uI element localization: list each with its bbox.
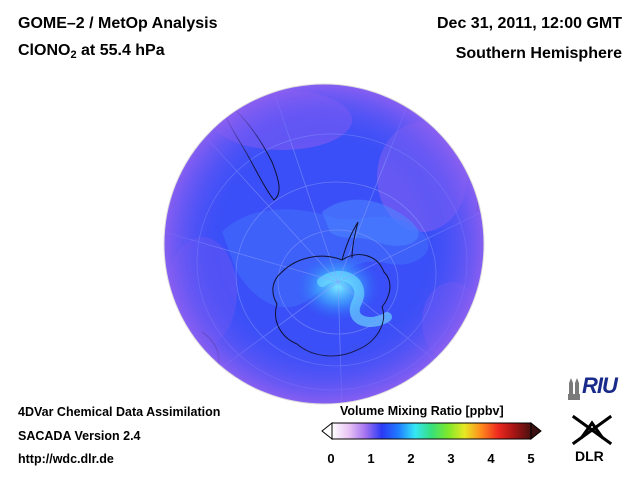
colorbar-tick-label: 2 xyxy=(407,451,415,466)
colorbar-tick-label: 0 xyxy=(327,451,335,466)
footer-url[interactable]: http://wdc.dlr.de xyxy=(18,452,114,466)
globe-outline xyxy=(163,83,485,405)
colorbar-tick-label: 3 xyxy=(447,451,455,466)
dlr-logo-text: DLR xyxy=(575,448,604,464)
colorbar-tick-label: 1 xyxy=(367,451,375,466)
dlr-logo: DLR xyxy=(566,413,618,465)
title-instrument: GOME–2 / MetOp Analysis xyxy=(18,15,218,32)
species-level: at 55.4 hPa xyxy=(76,42,165,59)
hemisphere-label: Southern Hemisphere xyxy=(455,45,622,62)
footer-version: SACADA Version 2.4 xyxy=(18,429,141,443)
colorbar xyxy=(321,421,542,441)
colorbar-body xyxy=(331,422,532,440)
riu-logo: RIU xyxy=(566,374,626,400)
colorbar-title: Volume Mixing Ratio [ppbv] xyxy=(340,404,504,418)
colorbar-over-arrow xyxy=(530,421,542,441)
species-name: ClONO xyxy=(18,42,71,59)
dlr-emblem-icon xyxy=(571,414,613,446)
globe-map xyxy=(163,83,485,405)
title-species: ClONO2 at 55.4 hPa xyxy=(18,42,165,64)
datetime-label: Dec 31, 2011, 12:00 GMT xyxy=(437,15,622,32)
colorbar-tick-label: 5 xyxy=(527,451,535,466)
cathedral-icon xyxy=(568,378,580,400)
colorbar-under-arrow xyxy=(321,421,333,441)
riu-logo-text: RIU xyxy=(582,373,618,398)
colorbar-tick-label: 4 xyxy=(487,451,495,466)
footer-method: 4DVar Chemical Data Assimilation xyxy=(18,405,221,419)
species-subscript: 2 xyxy=(70,49,77,61)
globe-rim-shade xyxy=(164,84,484,404)
